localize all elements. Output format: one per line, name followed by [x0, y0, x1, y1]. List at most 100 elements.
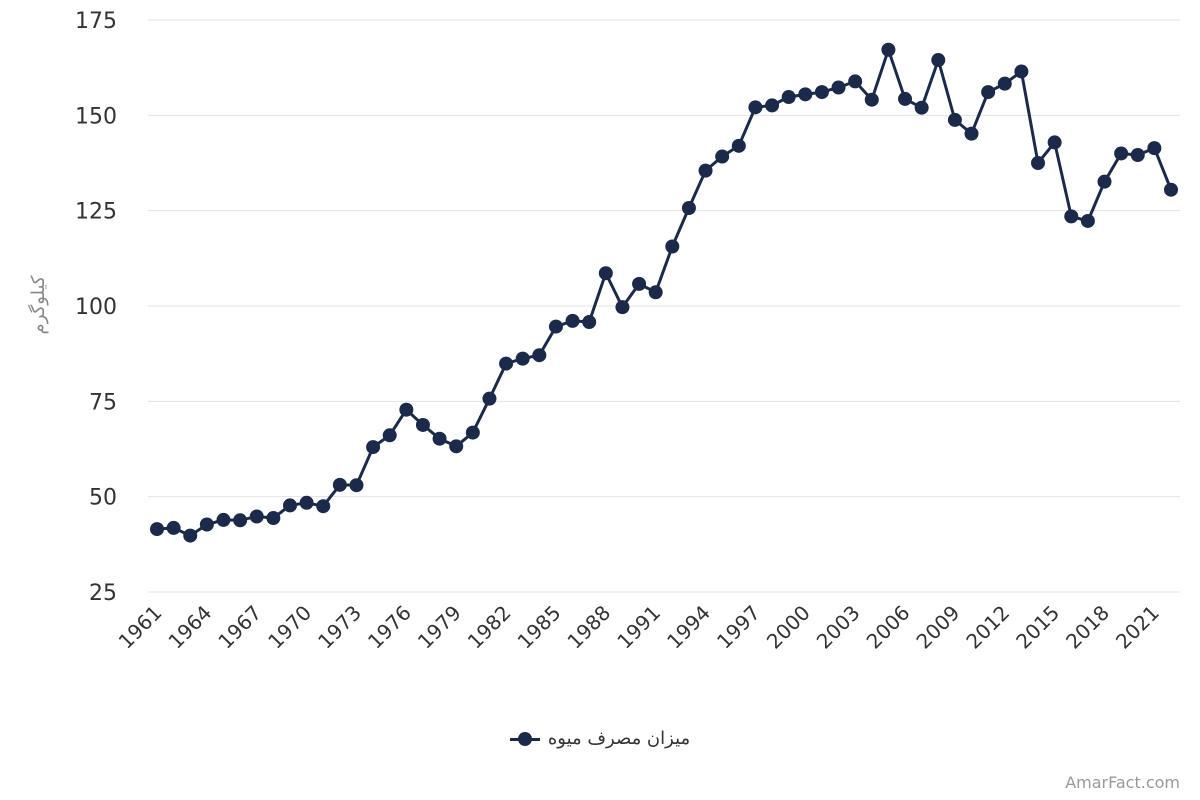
data-point-1972: [332, 477, 347, 492]
data-point-1984: [532, 348, 547, 363]
x-tick-label-2006: 2006: [862, 601, 915, 654]
data-point-1966: [233, 513, 248, 528]
x-tick-label-2012: 2012: [961, 601, 1014, 654]
data-point-1980: [465, 425, 480, 440]
data-point-1995: [715, 149, 730, 164]
data-point-2014: [1031, 156, 1046, 170]
data-point-1965: [216, 512, 231, 527]
x-tick-label-1985: 1985: [513, 601, 566, 654]
watermark: AmarFact.com: [1065, 773, 1180, 792]
x-tick-label-1976: 1976: [363, 601, 416, 654]
data-point-2002: [831, 80, 846, 95]
data-point-2019: [1114, 146, 1129, 161]
y-tick-label-25: 25: [89, 581, 117, 606]
data-point-1989: [615, 300, 630, 315]
gridlines: [148, 19, 1180, 593]
data-point-2015: [1047, 135, 1062, 150]
data-point-2010: [964, 126, 979, 141]
data-point-2022: [1164, 182, 1178, 197]
data-point-1970: [299, 495, 314, 510]
data-point-2021: [1147, 141, 1162, 156]
data-point-2011: [981, 85, 996, 100]
data-point-2004: [864, 92, 879, 107]
series-fruit-consumption: [150, 42, 1178, 543]
x-tick-label-1988: 1988: [562, 601, 615, 654]
x-tick-label-1991: 1991: [612, 601, 665, 654]
data-point-1985: [548, 319, 563, 334]
y-tick-label-125: 125: [75, 200, 117, 225]
data-point-1982: [499, 356, 514, 371]
data-point-1994: [698, 163, 713, 178]
data-point-2007: [914, 100, 929, 115]
x-tick-label-2021: 2021: [1111, 601, 1164, 654]
x-tick-label-1970: 1970: [263, 601, 316, 654]
y-tick-label-50: 50: [89, 486, 117, 511]
data-point-1973: [349, 478, 364, 493]
x-tick-label-1982: 1982: [463, 601, 516, 654]
data-point-2000: [798, 87, 813, 102]
data-point-1979: [449, 439, 464, 454]
data-point-1976: [399, 402, 414, 417]
data-point-2005: [881, 42, 896, 57]
x-tick-label-2003: 2003: [812, 601, 865, 654]
data-point-1974: [366, 440, 381, 455]
data-point-2016: [1064, 209, 1079, 224]
y-tick-label-150: 150: [75, 104, 117, 129]
x-tick-label-1994: 1994: [662, 601, 715, 654]
data-point-2003: [848, 74, 863, 89]
data-point-1969: [282, 498, 297, 513]
y-axis-ticks: 25 50 75 100 125 150 175: [75, 9, 117, 606]
y-tick-label-175: 175: [75, 9, 117, 34]
x-tick-label-1964: 1964: [163, 601, 216, 654]
data-point-2009: [947, 112, 962, 127]
data-point-1998: [765, 98, 780, 113]
series-line: [156, 48, 1173, 538]
data-point-1975: [382, 428, 397, 443]
data-point-1971: [316, 499, 331, 514]
data-point-1962: [166, 520, 181, 535]
data-point-1997: [748, 100, 763, 115]
data-point-1991: [648, 285, 663, 300]
data-point-2006: [898, 91, 913, 106]
data-point-1981: [482, 391, 497, 406]
y-tick-label-75: 75: [89, 390, 117, 415]
data-point-1977: [415, 417, 430, 432]
data-point-2020: [1130, 147, 1145, 162]
data-point-1992: [665, 239, 680, 254]
data-point-1968: [266, 511, 281, 526]
x-axis-ticks: 1961196419671970197319761979198219851988…: [114, 601, 1164, 654]
x-tick-label-1967: 1967: [213, 601, 266, 654]
data-point-1964: [199, 517, 214, 532]
x-tick-label-2018: 2018: [1061, 601, 1114, 654]
data-point-1999: [781, 90, 796, 105]
legend: میزان مصرف میوه: [0, 728, 1200, 749]
data-point-1961: [150, 522, 164, 537]
data-point-1963: [183, 528, 198, 543]
x-tick-label-2015: 2015: [1011, 601, 1064, 654]
y-tick-label-100: 100: [75, 295, 117, 320]
data-point-1993: [681, 200, 696, 215]
x-tick-label-1973: 1973: [313, 601, 366, 654]
x-tick-label-1979: 1979: [413, 601, 466, 654]
data-point-1986: [565, 313, 580, 328]
x-tick-label-1961: 1961: [114, 601, 167, 654]
x-tick-label-2009: 2009: [911, 601, 964, 654]
y-axis-label: کیلوگرم: [27, 275, 49, 334]
legend-label: میزان مصرف میوه: [547, 728, 691, 749]
data-point-2018: [1097, 174, 1112, 189]
data-point-2013: [1014, 64, 1029, 79]
data-point-2001: [814, 85, 829, 100]
data-point-1967: [249, 509, 264, 524]
data-point-1996: [731, 138, 746, 153]
x-tick-label-2000: 2000: [762, 601, 815, 654]
legend-line-dot-icon: [509, 731, 540, 746]
data-point-1983: [515, 351, 530, 366]
legend-item[interactable]: میزان مصرف میوه: [509, 728, 691, 749]
data-point-2017: [1080, 213, 1095, 228]
data-point-1987: [582, 315, 597, 330]
data-point-1978: [432, 431, 447, 446]
x-tick-label-1997: 1997: [712, 601, 765, 654]
data-point-2012: [997, 76, 1012, 91]
data-point-1988: [598, 266, 613, 281]
